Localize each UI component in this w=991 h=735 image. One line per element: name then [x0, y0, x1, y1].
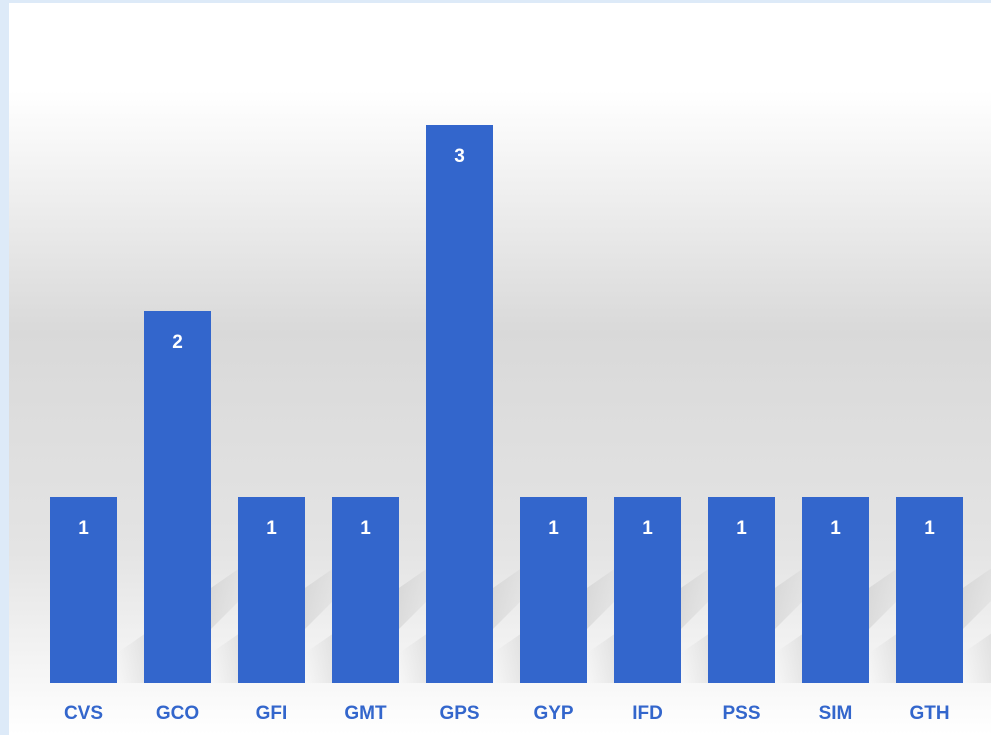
bar: [238, 497, 305, 683]
value-label: 1: [78, 518, 89, 539]
value-label: 2: [172, 332, 183, 353]
bar: [802, 497, 869, 683]
value-label: 3: [454, 146, 465, 167]
x-tick-label: SIM: [819, 703, 853, 724]
bar: [144, 311, 211, 683]
x-tick-label: IFD: [632, 703, 663, 724]
x-tick-label: GCO: [156, 703, 199, 724]
x-tick-label: GMT: [344, 703, 387, 724]
x-tick-label: PSS: [722, 703, 760, 724]
x-tick-label: GPS: [439, 703, 479, 724]
bar: [708, 497, 775, 683]
bar: [614, 497, 681, 683]
x-tick-label: GTH: [909, 703, 949, 724]
bar-shadow: [963, 633, 991, 683]
bar: [896, 497, 963, 683]
value-label: 1: [548, 518, 559, 539]
value-label: 1: [736, 518, 747, 539]
bar: [332, 497, 399, 683]
bar: [520, 497, 587, 683]
value-label: 1: [266, 518, 277, 539]
value-label: 1: [642, 518, 653, 539]
value-label: 1: [830, 518, 841, 539]
x-tick-label: GYP: [533, 703, 573, 724]
value-label: 1: [360, 518, 371, 539]
bar: [50, 497, 117, 683]
value-label: 1: [924, 518, 935, 539]
x-tick-label: GFI: [256, 703, 288, 724]
x-tick-label: CVS: [64, 703, 103, 724]
bar: [426, 125, 493, 683]
